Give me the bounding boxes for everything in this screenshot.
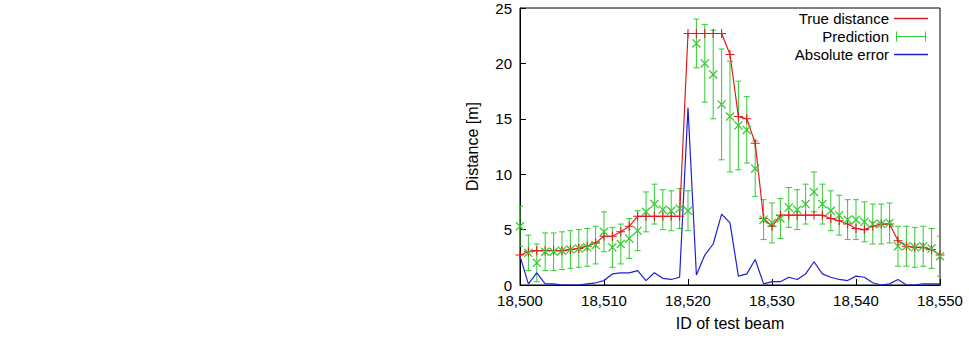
svg-text:18,550: 18,550: [917, 292, 963, 309]
svg-text:10: 10: [495, 166, 512, 183]
svg-text:18,540: 18,540: [833, 292, 879, 309]
svg-text:18,530: 18,530: [749, 292, 795, 309]
svg-text:ID of test beam: ID of test beam: [676, 315, 785, 332]
svg-text:25: 25: [495, 0, 512, 17]
svg-text:Prediction: Prediction: [822, 28, 889, 45]
svg-text:Absolute error: Absolute error: [795, 46, 889, 63]
svg-text:True distance: True distance: [799, 10, 889, 27]
svg-text:18,510: 18,510: [581, 292, 627, 309]
svg-text:15: 15: [495, 110, 512, 127]
svg-text:20: 20: [495, 55, 512, 72]
svg-text:18,500: 18,500: [497, 292, 543, 309]
svg-text:18,520: 18,520: [665, 292, 711, 309]
svg-text:Distance [m]: Distance [m]: [464, 102, 481, 191]
svg-text:0: 0: [504, 277, 512, 294]
svg-text:5: 5: [504, 221, 512, 238]
